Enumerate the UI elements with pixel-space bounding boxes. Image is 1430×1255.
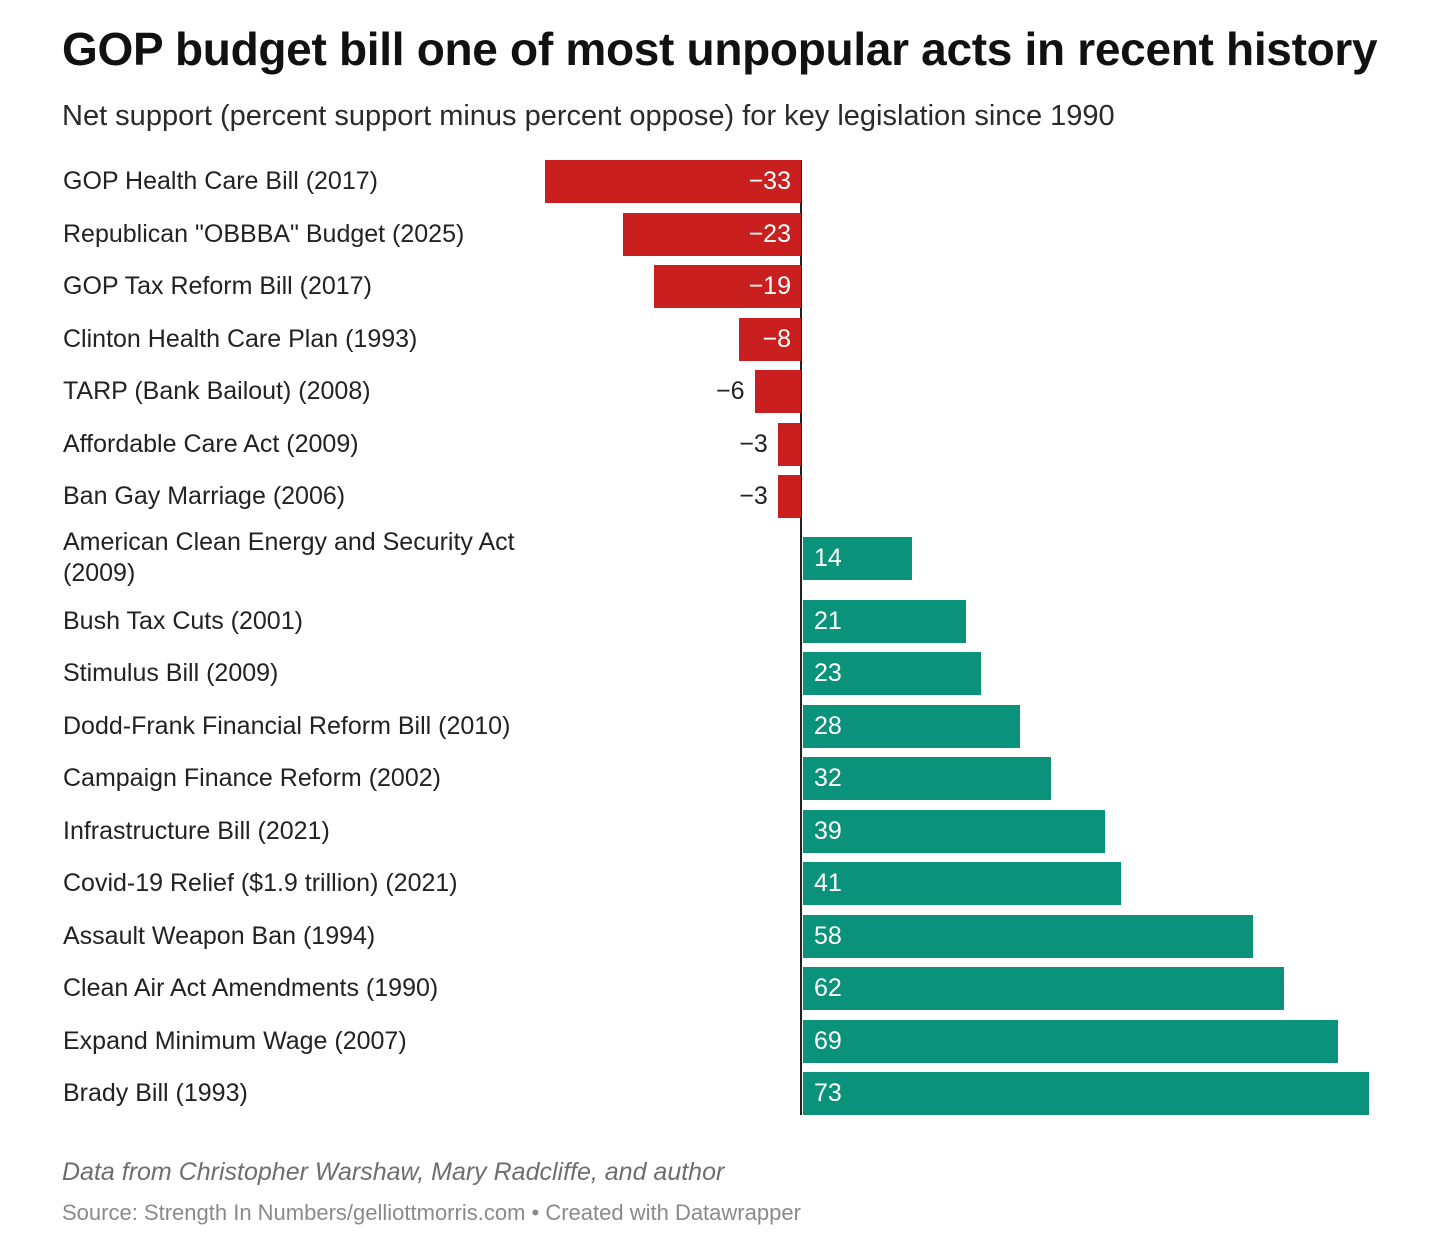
category-label: American Clean Energy and Security Act (… <box>63 528 515 587</box>
source-line: Source: Strength In Numbers/gelliottmorr… <box>62 1200 801 1225</box>
bar <box>803 1019 1338 1063</box>
value-label: −3 <box>739 430 768 458</box>
category-label: Affordable Care Act (2009) <box>63 430 359 458</box>
bar <box>803 861 1121 905</box>
bar <box>803 651 982 695</box>
category-label: Assault Weapon Ban (1994) <box>63 922 376 950</box>
value-label: −6 <box>715 377 745 405</box>
bar <box>653 264 801 308</box>
value-label: −3 <box>739 482 768 510</box>
bar <box>754 369 801 413</box>
value-label: 21 <box>814 607 842 635</box>
value-label: 32 <box>814 764 842 792</box>
category-label: Covid-19 Relief ($1.9 trillion) (2021) <box>63 869 458 897</box>
category-label: GOP Tax Reform Bill (2017) <box>63 272 372 300</box>
category-label: Clinton Health Care Plan (1993) <box>63 325 418 353</box>
value-label: 62 <box>814 974 842 1002</box>
zero-axis-line <box>800 160 802 1115</box>
bar <box>803 914 1253 958</box>
chart-title: GOP budget bill one of most unpopular ac… <box>62 23 1378 75</box>
value-label: 58 <box>814 922 842 950</box>
value-label: 41 <box>814 869 842 897</box>
value-label: 28 <box>814 712 842 740</box>
bar <box>803 1071 1369 1115</box>
bar <box>803 704 1020 748</box>
bar <box>803 756 1051 800</box>
bar <box>545 159 801 203</box>
bar <box>803 809 1106 853</box>
category-label: Stimulus Bill (2009) <box>63 659 279 687</box>
bar <box>777 422 801 466</box>
category-label: Campaign Finance Reform (2002) <box>63 764 441 792</box>
category-label: Brady Bill (1993) <box>63 1079 248 1107</box>
bar <box>803 599 966 643</box>
category-label: Expand Minimum Wage (2007) <box>63 1027 407 1055</box>
category-label: Dodd-Frank Financial Reform Bill (2010) <box>63 712 511 740</box>
value-label: 73 <box>814 1079 842 1107</box>
value-label: −19 <box>748 272 791 300</box>
category-label: TARP (Bank Bailout) (2008) <box>63 377 371 405</box>
bar <box>803 536 912 580</box>
bar <box>622 212 801 256</box>
value-label: 23 <box>814 659 842 687</box>
bar <box>739 317 801 361</box>
category-label: Ban Gay Marriage (2006) <box>63 482 346 510</box>
category-label: Clean Air Act Amendments (1990) <box>63 974 439 1002</box>
bar <box>803 966 1284 1010</box>
value-label: 69 <box>814 1027 842 1055</box>
category-label: Bush Tax Cuts (2001) <box>63 607 303 635</box>
value-label: −8 <box>762 325 791 353</box>
category-label: GOP Health Care Bill (2017) <box>63 167 378 195</box>
value-label: −33 <box>748 167 791 195</box>
value-label: 39 <box>814 817 842 845</box>
chart-subtitle: Net support (percent support minus perce… <box>62 100 1115 132</box>
value-label: −23 <box>748 220 791 248</box>
data-note: Data from Christopher Warshaw, Mary Radc… <box>62 1158 725 1186</box>
category-label: Republican "OBBBA" Budget (2025) <box>63 220 465 248</box>
value-label: 14 <box>814 544 842 572</box>
bar <box>777 474 801 518</box>
category-label: Infrastructure Bill (2021) <box>63 817 330 845</box>
